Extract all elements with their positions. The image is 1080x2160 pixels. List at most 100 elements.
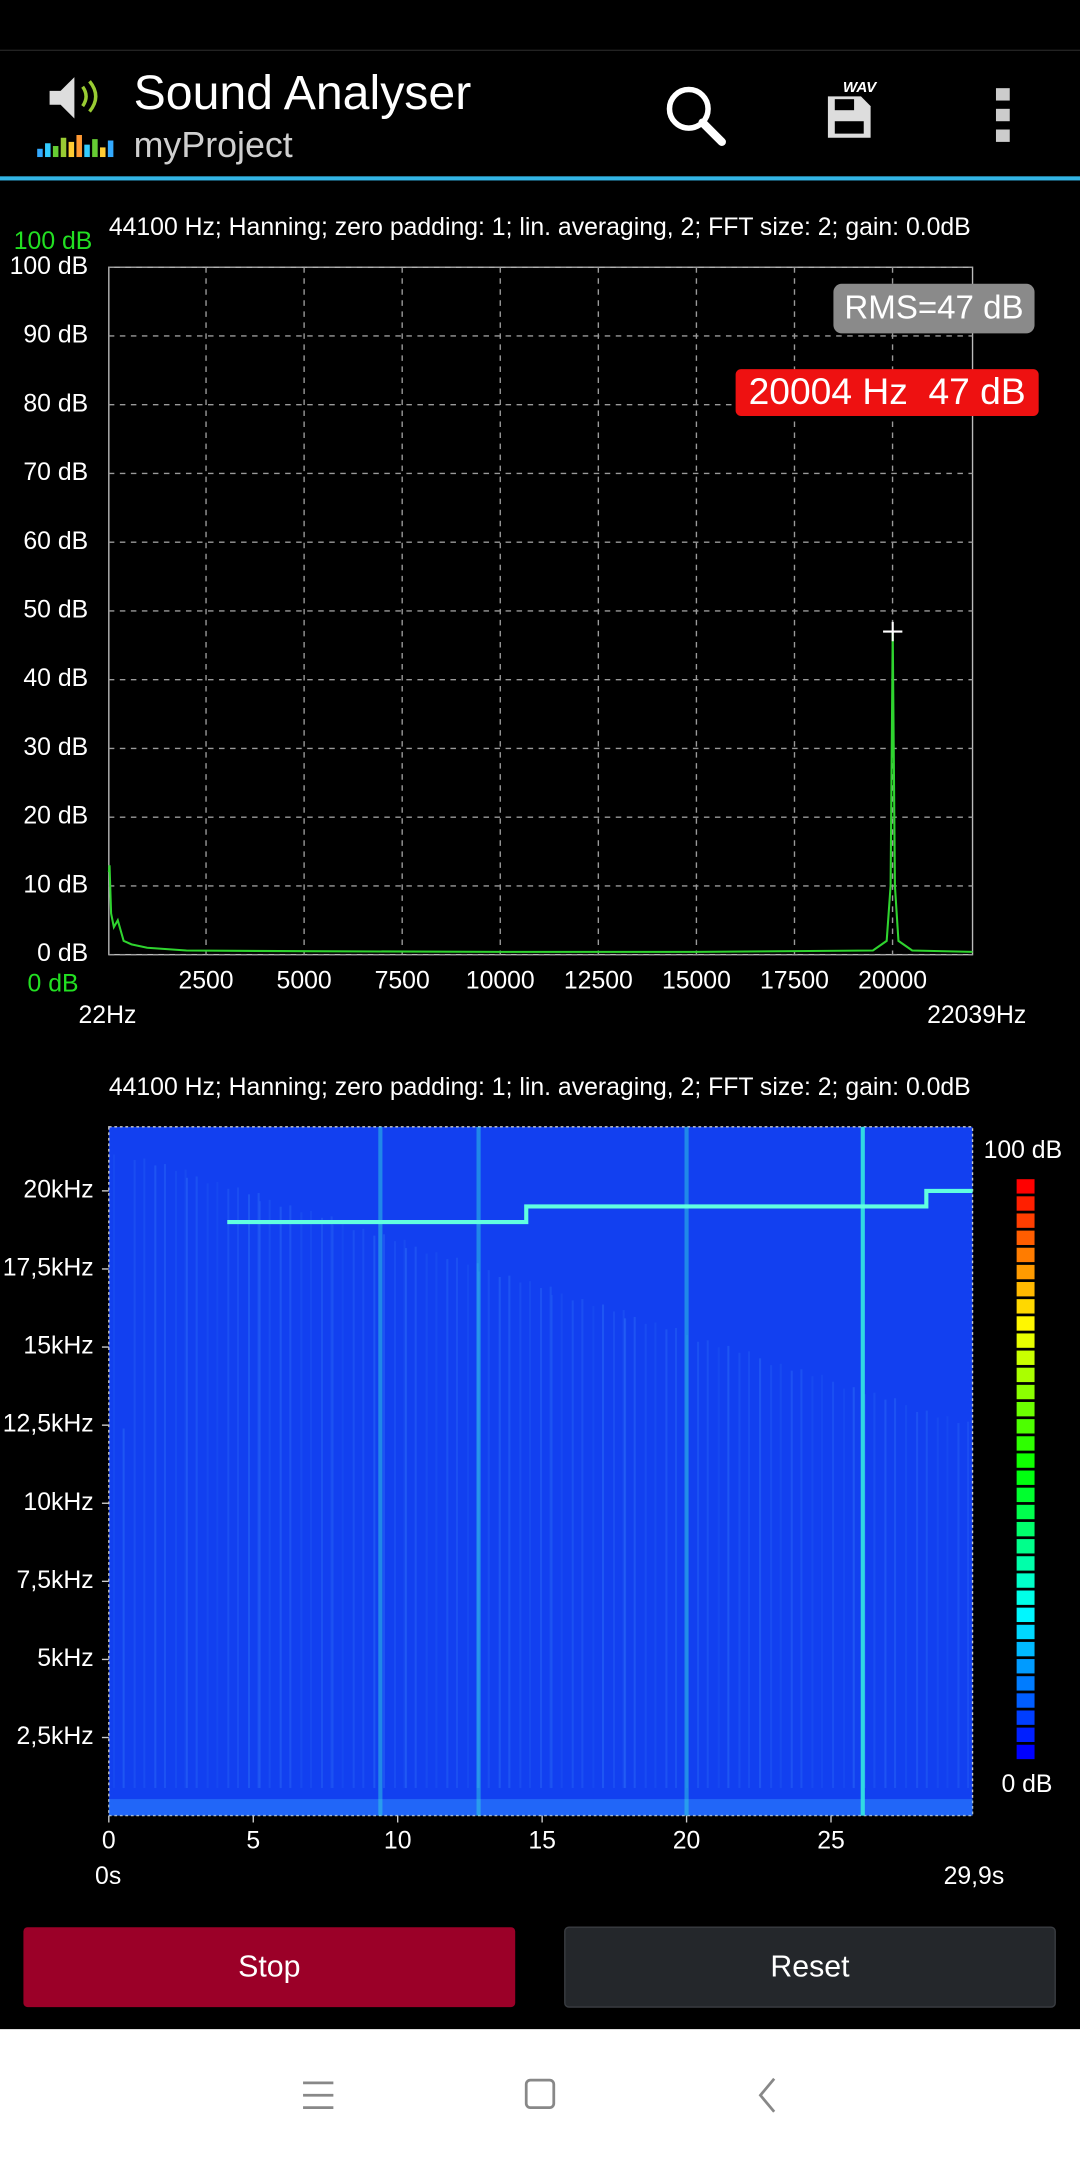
noise-streak	[686, 1334, 689, 1789]
transient	[860, 1126, 865, 1816]
noise-streak	[560, 1293, 563, 1789]
colorbar-cell	[1016, 1333, 1035, 1348]
save-wav-button[interactable]: WAV	[827, 79, 878, 138]
x-tick-label: 10000	[466, 968, 535, 995]
colorbar-cell	[1016, 1744, 1035, 1760]
x-tick-label: 10	[384, 1827, 412, 1854]
peak-badge	[735, 369, 1039, 417]
colorbar-cell	[1016, 1693, 1035, 1708]
stop-button[interactable]: Stop	[23, 1927, 516, 2008]
colorbar-cell	[1016, 1573, 1035, 1588]
tone-track	[227, 1188, 973, 1225]
x-tick-label: 5000	[277, 968, 332, 995]
colorbar-cell	[1016, 1350, 1035, 1365]
noise-streak	[821, 1374, 824, 1789]
rms-label: RMS=47 dB	[844, 290, 1023, 327]
noise-streak	[466, 1264, 470, 1789]
noise-streak	[622, 1310, 625, 1789]
y-tick-label: 0 dB	[37, 940, 88, 967]
app-title: Sound Analyser	[134, 66, 472, 120]
icon-bar	[100, 147, 106, 158]
colorbar-cell	[1016, 1710, 1035, 1725]
noise-streak	[476, 1263, 479, 1789]
y-tick-label: 20 dB	[23, 803, 88, 830]
colorbar-cell	[1016, 1659, 1035, 1674]
y-tick-label: 30 dB	[23, 734, 88, 761]
noise-streak	[852, 1387, 855, 1789]
nav-back-button[interactable]	[758, 2077, 776, 2113]
overflow-menu[interactable]	[995, 88, 1010, 142]
colorbar-cell	[1016, 1504, 1035, 1520]
y-tick-label: 10kHz	[23, 1489, 93, 1516]
noise-streak	[414, 1246, 417, 1789]
y-tick-label: 15kHz	[23, 1333, 93, 1360]
reset-label: Reset	[770, 1951, 850, 1984]
x-min-label: 0s	[95, 1863, 121, 1890]
noise-streak	[873, 1392, 876, 1789]
peak-label: 20004 Hz 47 dB	[749, 370, 1026, 412]
icon-bar	[60, 137, 67, 158]
noise-streak	[487, 1270, 490, 1789]
app-icon	[37, 77, 114, 158]
noise-streak	[478, 1271, 481, 1789]
noise-streak	[884, 1399, 887, 1789]
y-tick-label: 80 dB	[23, 390, 88, 417]
colorbar-cell	[1016, 1521, 1035, 1537]
stop-label: Stop	[238, 1951, 300, 1984]
colorbar-cell	[1016, 1384, 1035, 1400]
icon-bar	[92, 139, 98, 158]
x-tick-label: 17500	[760, 968, 829, 995]
colorbar-cell	[1016, 1470, 1035, 1485]
noise-streak	[206, 1183, 209, 1789]
y-tick-label: 20kHz	[23, 1176, 93, 1203]
scale-top-label: 100 dB	[14, 228, 93, 255]
noise-streak	[581, 1299, 584, 1789]
colorbar-cell	[1016, 1590, 1035, 1605]
search-button[interactable]	[666, 86, 726, 147]
y-tick-label: 17,5kHz	[3, 1255, 94, 1282]
nav-home-button[interactable]	[524, 2078, 556, 2110]
noise-streak	[184, 1169, 187, 1789]
noise-streak	[790, 1370, 793, 1789]
noise-streak	[405, 1248, 408, 1789]
noise-streak	[309, 1210, 313, 1789]
y-tick-label: 70 dB	[23, 459, 88, 486]
y-tick-label: 100 dB	[10, 253, 89, 280]
icon-bar	[52, 146, 59, 158]
spectrogram-info: 44100 Hz; Hanning; zero padding: 1; lin.…	[109, 1074, 971, 1101]
wav-label: WAV	[843, 79, 878, 96]
noise-streak	[633, 1316, 636, 1789]
icon-bar	[107, 140, 114, 158]
reset-button[interactable]: Reset	[564, 1926, 1056, 2008]
noise-streak	[592, 1305, 595, 1789]
y-tick-label: 40 dB	[23, 665, 88, 692]
noise-streak	[571, 1300, 574, 1789]
noise-streak	[738, 1352, 741, 1789]
colorbar-cell	[1016, 1453, 1035, 1468]
noise-streak	[341, 1223, 344, 1789]
scale-bottom-label: 0 dB	[28, 970, 79, 997]
noise-streak	[455, 1257, 459, 1789]
noise-streak	[425, 1253, 428, 1789]
x-tick-label: 2500	[178, 968, 233, 995]
nav-menu-button[interactable]	[303, 2081, 334, 2110]
x-tick-label: 5	[246, 1827, 260, 1854]
noise-streak	[154, 1165, 157, 1789]
y-tick-label: 5kHz	[37, 1645, 93, 1672]
noise-streak	[236, 1187, 240, 1789]
y-tick-label: 2,5kHz	[17, 1723, 94, 1750]
noise-streak	[498, 1276, 501, 1789]
noise-streak	[675, 1327, 678, 1789]
y-tick-label: 90 dB	[23, 322, 88, 349]
noise-streak	[967, 1421, 970, 1789]
noise-streak	[143, 1158, 146, 1789]
noise-streak	[957, 1423, 960, 1789]
spectrum-info: 44100 Hz; Hanning; zero padding: 1; lin.…	[109, 214, 971, 241]
noise-streak	[435, 1252, 438, 1789]
noise-streak	[320, 1217, 324, 1789]
noise-streak	[613, 1311, 616, 1789]
x-max-label: 29,9s	[944, 1863, 1005, 1890]
noise-streak	[112, 1154, 116, 1789]
